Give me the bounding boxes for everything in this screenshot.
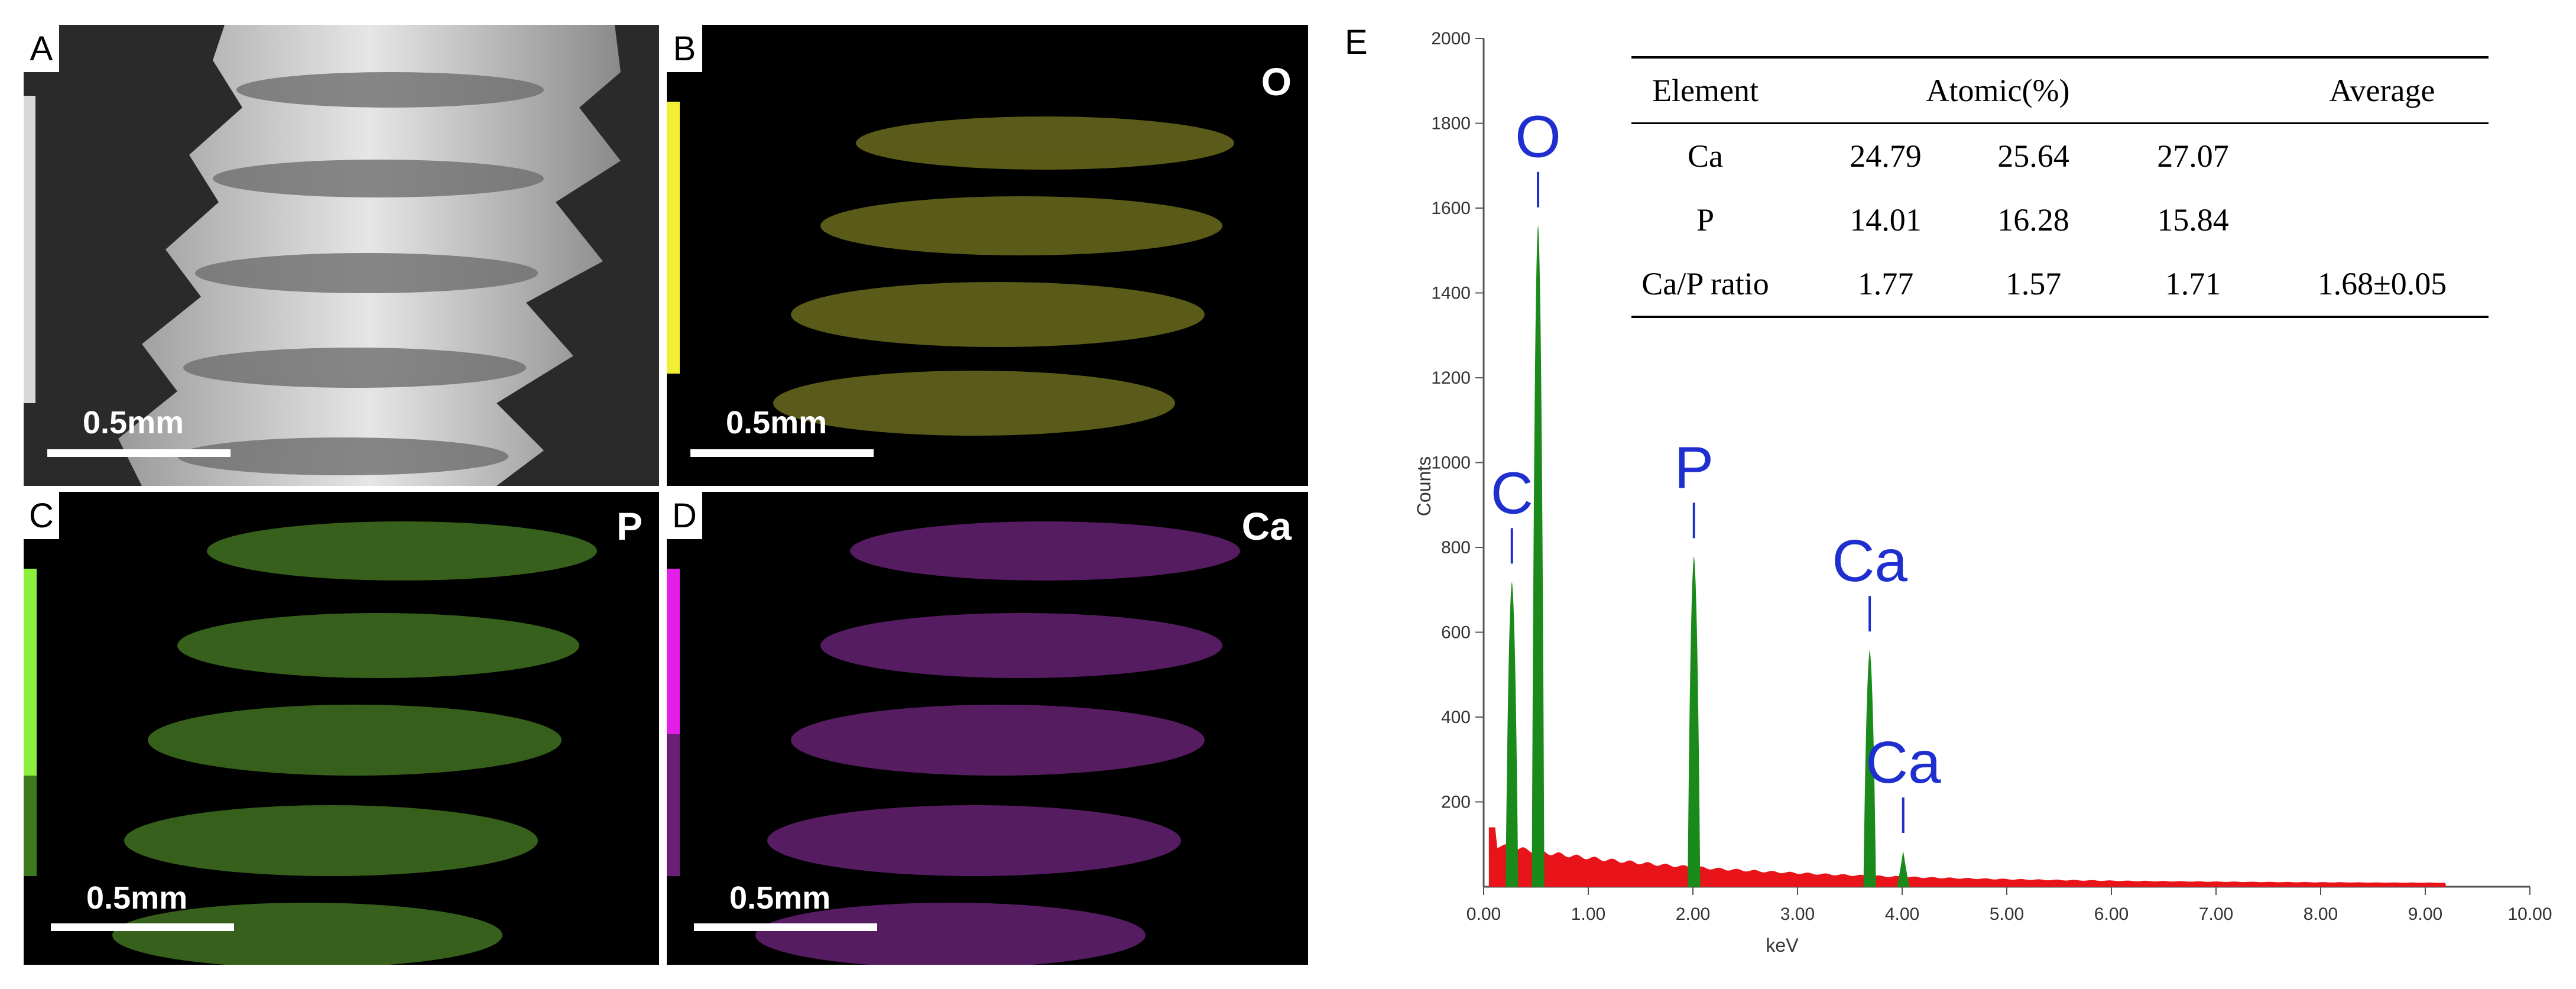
x-tick-label: 7.00 <box>2199 904 2233 924</box>
element-label: Ca <box>1241 504 1292 548</box>
oxygen-map-image <box>667 25 1308 486</box>
y-tick-label: 2000 <box>1431 29 1471 48</box>
peak-0 <box>1506 581 1519 887</box>
table-row: Ca/P ratio 1.77 1.57 1.71 1.68±0.05 <box>1631 252 2489 316</box>
cell-element: Ca/P ratio <box>1641 266 1769 301</box>
element-label: O <box>1261 60 1292 103</box>
background-continuum <box>1488 827 2447 887</box>
eds-spectrum-chart: 200 400 600 800 1000 1200 1400 1600 1800 2000 0.00… <box>1413 29 2552 956</box>
cell-element: Ca <box>1688 138 1723 174</box>
y-tick-label: 1600 <box>1431 199 1471 218</box>
color-bar-upper <box>667 569 680 734</box>
y-axis-title: Counts <box>1413 456 1435 516</box>
scale-bar-label: 0.5mm <box>83 405 184 440</box>
scale-bar <box>51 923 234 931</box>
oxygen-map-panel: B O 0.5mm <box>667 25 1308 486</box>
y-tick-label: 200 <box>1441 793 1471 812</box>
y-tick-label: 600 <box>1441 623 1471 643</box>
panel-letter-e: E <box>1345 23 1368 61</box>
cell-value-3: 27.07 <box>2157 138 2229 174</box>
cell-average <box>2276 188 2489 252</box>
peak-2 <box>1688 556 1701 887</box>
phosphorus-map-image <box>24 492 659 965</box>
atomic-percent-table: Element Atomic(%) Average Ca 24.79 25.64… <box>1631 56 2489 318</box>
x-tick-label: 0.00 <box>1467 904 1501 924</box>
header-average: Average <box>2329 73 2435 108</box>
cell-average: 1.68±0.05 <box>2317 266 2447 301</box>
calcium-map-panel: D Ca 0.5mm <box>667 492 1308 965</box>
y-tick-label: 800 <box>1441 538 1471 557</box>
cell-value-2: 16.28 <box>1997 202 2069 238</box>
phosphorus-map-panel: C P 0.5mm <box>24 492 659 965</box>
y-tick-label: 1200 <box>1431 368 1471 388</box>
cell-value-2: 25.64 <box>1997 138 2069 174</box>
cell-value-3: 15.84 <box>2157 202 2229 238</box>
chart-marks: C O P Ca Ca <box>1488 104 2447 887</box>
scale-bar-label: 0.5mm <box>86 880 188 916</box>
cell-element: P <box>1696 202 1715 238</box>
sem-image-panel: A 0.5mm <box>24 25 659 486</box>
scale-bar <box>47 449 231 457</box>
x-tick-label: 2.00 <box>1676 904 1710 924</box>
x-tick-label: 9.00 <box>2408 904 2442 924</box>
x-tick-label: 5.00 <box>1990 904 2024 924</box>
peak-label: C <box>1491 460 1533 526</box>
peak-3 <box>1863 649 1876 887</box>
scale-bar <box>694 923 877 931</box>
y-tick-label: 1800 <box>1431 114 1471 134</box>
table-header-row: Element Atomic(%) Average <box>1631 59 2489 122</box>
scale-bar-label: 0.5mm <box>729 880 831 916</box>
y-tick-label: 1400 <box>1431 284 1471 303</box>
element-label: P <box>616 504 643 548</box>
peak-1 <box>1532 225 1545 887</box>
x-tick-label: 1.00 <box>1571 904 1605 924</box>
cell-average <box>2276 124 2489 188</box>
panel-letter: C <box>24 492 59 539</box>
color-bar-lower <box>24 776 37 876</box>
table-rule-bottom <box>1631 316 2489 318</box>
x-tick-label: 10.00 <box>2507 904 2552 924</box>
table-rule-top <box>1631 56 2489 59</box>
color-bar <box>667 102 680 374</box>
cell-value-1: 14.01 <box>1850 202 1922 238</box>
cell-value-1: 24.79 <box>1850 138 1922 174</box>
x-tick-label: 6.00 <box>2094 904 2129 924</box>
chart-axes: 200 400 600 800 1000 1200 1400 1600 1800 2000 0.00… <box>1413 29 2552 956</box>
peak-label: Ca <box>1866 729 1941 796</box>
x-tick-label: 8.00 <box>2304 904 2338 924</box>
peak-4 <box>1897 851 1910 887</box>
table-rule-mid <box>1631 122 2489 124</box>
color-bar-lower <box>667 734 680 876</box>
header-atomic: Atomic(%) <box>1926 73 2070 108</box>
cell-value-1: 1.77 <box>1857 266 1914 301</box>
cell-value-2: 1.57 <box>2005 266 2062 301</box>
x-tick-label: 3.00 <box>1780 904 1815 924</box>
y-tick-label: 400 <box>1441 708 1471 727</box>
sem-screw-image <box>24 25 659 486</box>
peak-label: Ca <box>1832 528 1907 594</box>
scale-bar <box>690 449 874 457</box>
cell-value-3: 1.71 <box>2165 266 2221 301</box>
calcium-map-image <box>667 492 1308 965</box>
table-row: P 14.01 16.28 15.84 <box>1631 188 2489 252</box>
peak-label: P <box>1674 434 1714 501</box>
scale-bar-label: 0.5mm <box>726 405 828 440</box>
table-row: Ca 24.79 25.64 27.07 <box>1631 124 2489 188</box>
header-element: Element <box>1652 73 1759 108</box>
panel-letter: A <box>24 25 59 72</box>
color-bar-upper <box>24 569 37 776</box>
x-axis-title: keV <box>1766 935 1799 956</box>
panel-letter: B <box>667 25 702 72</box>
panel-letter: D <box>667 492 702 539</box>
x-tick-label: 4.00 <box>1885 904 1919 924</box>
peak-label: O <box>1515 104 1561 170</box>
y-tick-label: 1000 <box>1431 453 1471 473</box>
